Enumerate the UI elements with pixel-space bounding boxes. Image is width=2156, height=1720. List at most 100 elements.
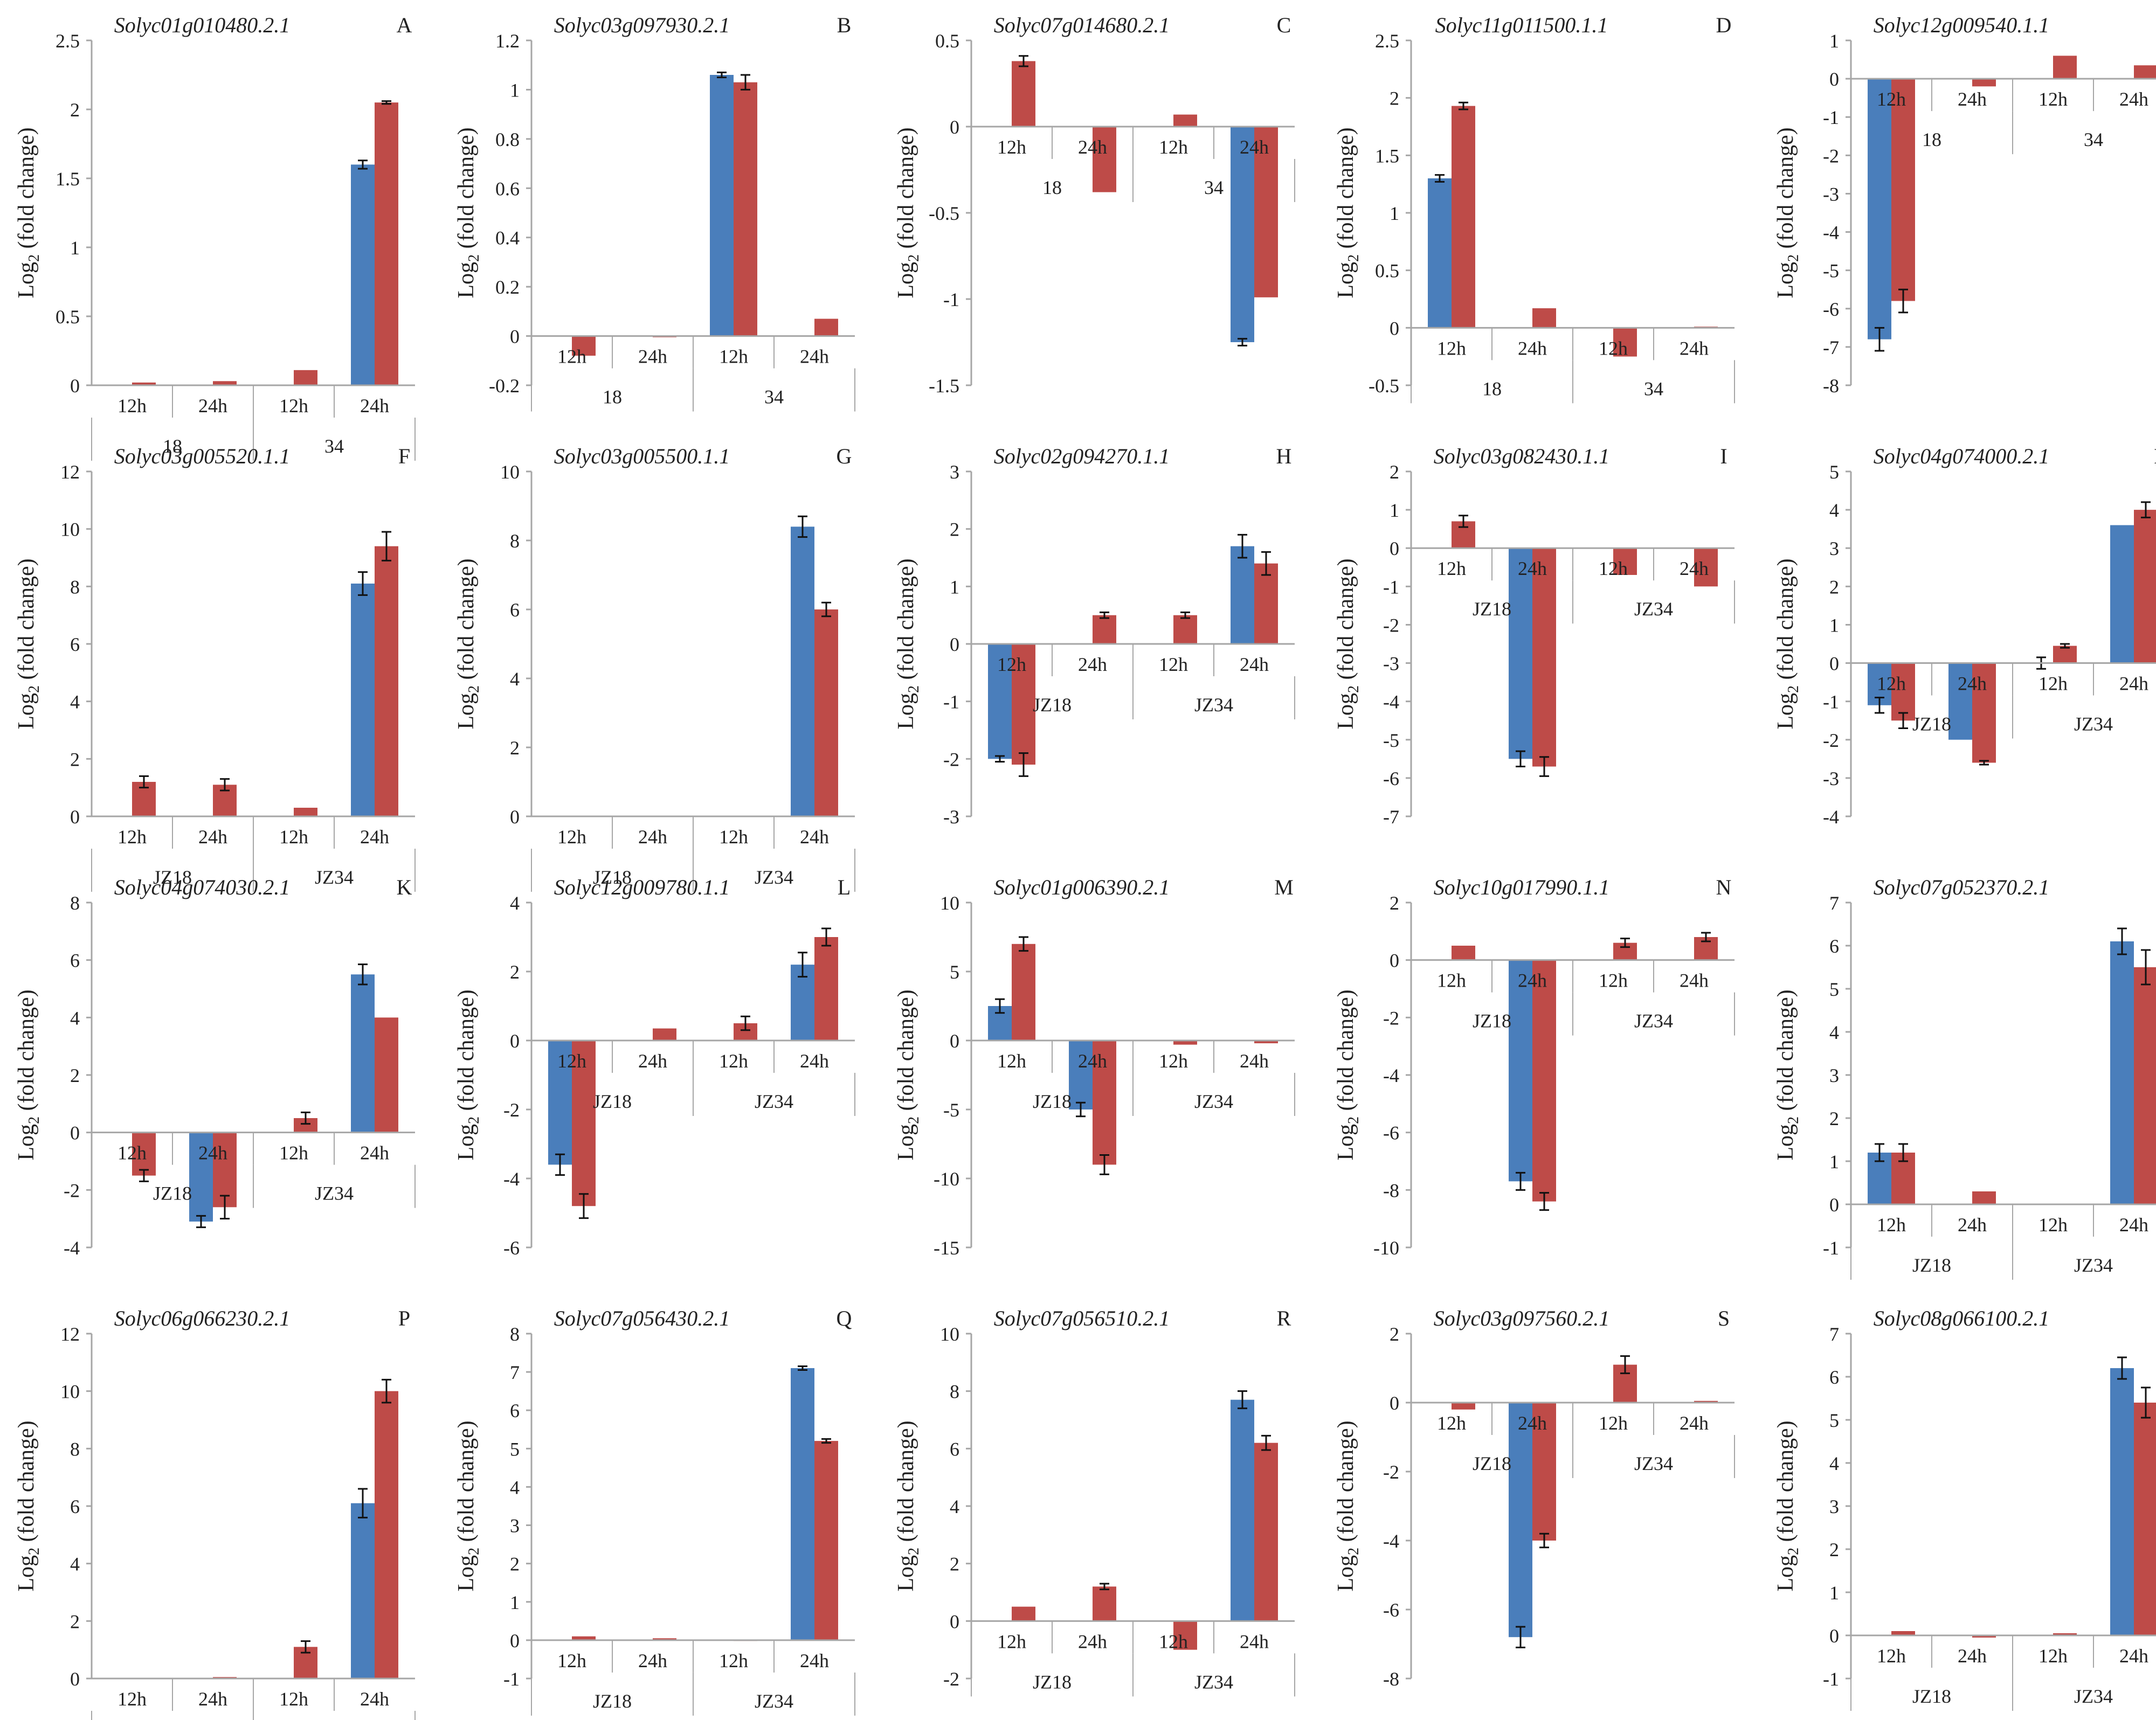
y-axis-label-log: Log [454, 1124, 479, 1161]
group-label: JZ18 [1473, 598, 1511, 620]
category-label: 12h [1437, 337, 1466, 359]
panel-title: Solyc03g005520.1.1 [114, 444, 291, 468]
category-label: 12h [557, 1650, 586, 1672]
y-axis-label-text: (fold change) [1773, 989, 1798, 1116]
y-tick-label: 3 [950, 461, 959, 483]
y-axis-label-subscript: 2 [26, 254, 43, 262]
y-axis-label-log: Log [454, 262, 479, 299]
bar-red-24h [1254, 1041, 1278, 1044]
y-tick-label: -3 [1823, 768, 1839, 789]
bar-red-24h [1532, 548, 1556, 767]
group-label: JZ34 [1634, 1453, 1673, 1474]
y-axis-label-text: (fold change) [454, 558, 479, 685]
bar-red-12h [1012, 644, 1035, 765]
y-tick-label: 5 [1829, 461, 1839, 483]
y-tick-label: -2 [1383, 1461, 1399, 1483]
y-tick-label: -4 [1823, 806, 1839, 828]
y-axis-label-subscript: 2 [906, 1116, 922, 1124]
bar-red-24h [375, 102, 398, 385]
y-tick-label: -5 [1383, 730, 1399, 751]
bar-blue-24h [189, 1132, 213, 1222]
bar-red-12h [1452, 106, 1475, 328]
bar-blue-24h [1509, 548, 1532, 759]
bar-red-24h [1093, 615, 1116, 644]
group-label: 34 [324, 435, 344, 457]
group-label: JZ34 [2074, 1686, 2113, 1707]
y-tick-label: -1 [1823, 691, 1839, 713]
y-tick-label: 2 [1829, 576, 1839, 598]
y-axis-label-text: (fold change) [1333, 558, 1358, 685]
group-label: JZ34 [755, 1690, 793, 1712]
y-tick-label: 1 [1829, 614, 1839, 636]
group-label: 18 [1042, 177, 1062, 198]
category-label: 24h [1518, 337, 1547, 359]
y-axis-label-subscript: 2 [466, 685, 482, 693]
panel-letter: D [1716, 13, 1732, 37]
category-label: 12h [118, 1142, 147, 1164]
bar-red-12h [1891, 79, 1915, 301]
panel-title: Solyc07g052370.2.1 [1874, 875, 2050, 899]
bar-red-12h [1173, 1041, 1197, 1045]
y-tick-label: -1 [1823, 1237, 1839, 1259]
category-label: 12h [997, 654, 1026, 675]
bar-red-24h [1532, 1403, 1556, 1541]
y-axis-label: Log2 (fold change) [454, 558, 482, 729]
y-tick-label: 1 [1829, 30, 1839, 52]
y-axis-label: Log2 (fold change) [454, 127, 482, 298]
category-label: 12h [1877, 88, 1906, 110]
bar-red-12h [132, 1132, 156, 1176]
y-tick-label: 0.5 [56, 306, 80, 328]
bar-red-12h [1613, 328, 1637, 357]
panel-title: Solyc04g074000.2.1 [1874, 444, 2050, 468]
category-label: 24h [638, 1050, 667, 1072]
y-axis-label-subscript: 2 [906, 254, 922, 262]
y-tick-label: 0 [1829, 1625, 1839, 1647]
category-label: 24h [1240, 1050, 1269, 1072]
bar-blue-24h [351, 164, 375, 385]
bar-red-12h [1452, 1403, 1475, 1410]
y-axis-label-subscript: 2 [466, 254, 482, 262]
y-axis-label: Log2 (fold change) [1333, 989, 1362, 1160]
y-axis-label-log: Log [894, 693, 918, 730]
y-tick-label: 0 [1829, 653, 1839, 675]
panel-letter: C [1277, 13, 1291, 37]
y-tick-label: 0.5 [1375, 260, 1399, 282]
y-tick-label: 0 [1829, 1194, 1839, 1216]
bar-blue-24h [2110, 941, 2134, 1204]
y-tick-label: 5 [1829, 1410, 1839, 1431]
y-tick-label: 8 [70, 576, 80, 598]
group-label: JZ34 [755, 866, 793, 888]
category-label: 24h [1680, 970, 1709, 991]
y-axis-label-log: Log [1333, 1555, 1358, 1592]
bar-red-24h [1972, 79, 1996, 87]
bar-red-12h [1012, 1606, 1035, 1621]
bar-blue-24h [351, 584, 375, 816]
panel-letter: N [1716, 875, 1732, 899]
category-label: 24h [2119, 88, 2148, 110]
y-tick-label: 0 [510, 1030, 520, 1052]
y-axis-label-log: Log [894, 262, 918, 299]
bar-red-12h [1173, 114, 1197, 127]
bar-red-24h [1254, 1442, 1278, 1621]
y-axis-label: Log2 (fold change) [894, 558, 922, 729]
panel-title: Solyc01g010480.2.1 [114, 13, 291, 37]
bar-red-24h [2134, 65, 2156, 79]
y-tick-label: 8 [950, 1381, 959, 1403]
bar-red-24h [2134, 510, 2156, 663]
panel-title: Solyc03g097560.2.1 [1434, 1306, 1610, 1330]
y-tick-label: 8 [70, 1438, 80, 1460]
y-tick-label: 6 [510, 599, 520, 621]
category-label: 12h [1877, 1214, 1906, 1236]
y-axis-label-text: (fold change) [1333, 127, 1358, 254]
y-tick-label: 4 [70, 1553, 80, 1575]
category-label: 12h [2038, 1645, 2068, 1667]
y-tick-label: -4 [1383, 691, 1399, 713]
group-label: JZ18 [1912, 713, 1951, 735]
y-axis-label: Log2 (fold change) [454, 1420, 482, 1591]
bar-red-24h [1694, 1400, 1718, 1403]
y-tick-label: 0 [510, 1630, 520, 1652]
panel-letter: R [1277, 1306, 1291, 1330]
y-axis-label-subscript: 2 [466, 1548, 482, 1555]
